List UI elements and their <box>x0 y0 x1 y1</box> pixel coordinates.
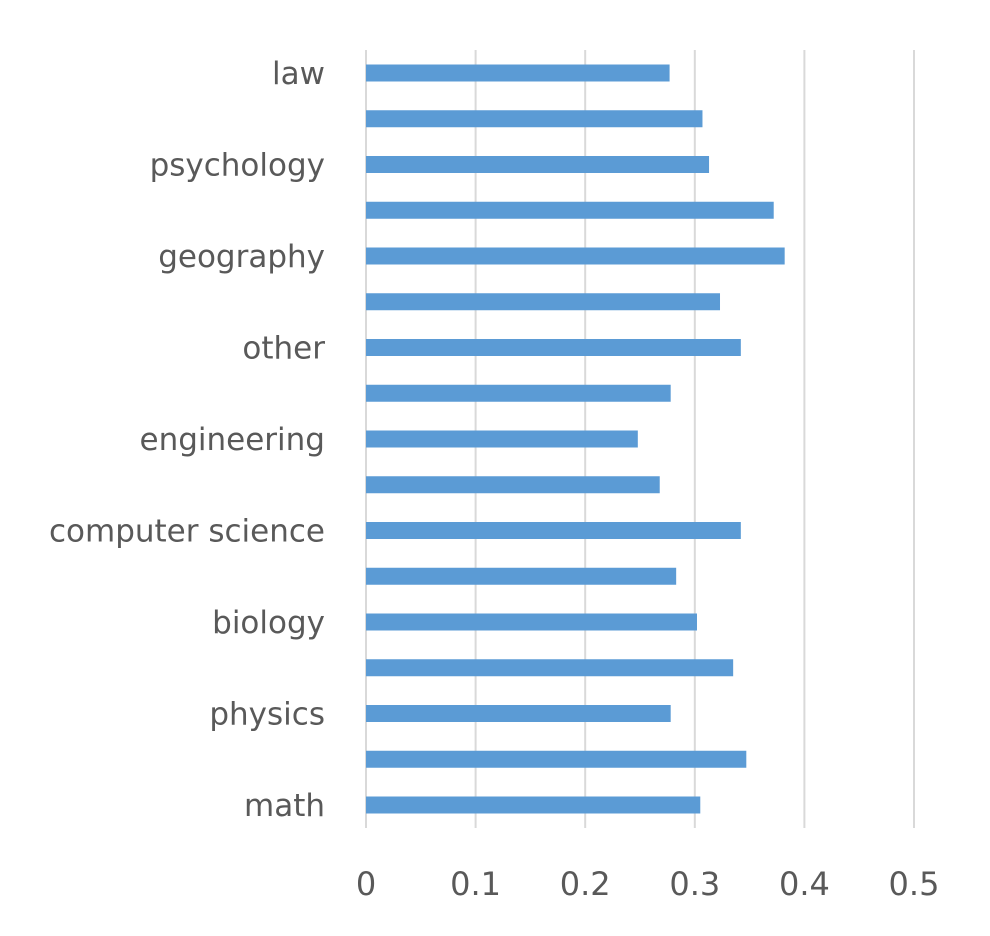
bar <box>366 384 671 402</box>
x-tick-label: 0.3 <box>669 865 720 903</box>
x-axis-tick-labels: 0 0.1 0.2 0.3 0.4 0.5 <box>356 865 940 903</box>
x-tick-label: 0.4 <box>779 865 830 903</box>
x-tick-label: 0 <box>356 865 376 903</box>
bar <box>366 613 697 631</box>
x-tick-label: 0.5 <box>889 865 940 903</box>
bar <box>366 64 670 82</box>
bar <box>366 110 703 128</box>
category-label: physics <box>209 697 325 733</box>
category-label: other <box>242 331 325 367</box>
x-tick-label: 0.2 <box>560 865 611 903</box>
bar <box>366 659 734 677</box>
bar <box>366 705 671 722</box>
bar <box>366 476 660 494</box>
bar <box>366 293 721 311</box>
bars <box>366 64 785 814</box>
bar <box>366 201 774 219</box>
category-label: computer science <box>49 514 325 550</box>
bar <box>366 796 701 814</box>
bar <box>366 247 785 265</box>
category-label: biology <box>212 605 325 641</box>
category-label: math <box>244 788 325 824</box>
bar <box>366 567 677 585</box>
bar <box>366 339 741 356</box>
category-labels: law psychology geography other engineering co… <box>49 56 325 824</box>
bar <box>366 156 710 173</box>
bar <box>366 430 638 448</box>
x-tick-label: 0.1 <box>450 865 501 903</box>
category-label: geography <box>158 239 325 275</box>
category-label: engineering <box>140 422 326 458</box>
bar <box>366 750 747 768</box>
category-label: law <box>272 56 325 92</box>
category-label: psychology <box>150 148 325 184</box>
bar <box>366 522 741 539</box>
